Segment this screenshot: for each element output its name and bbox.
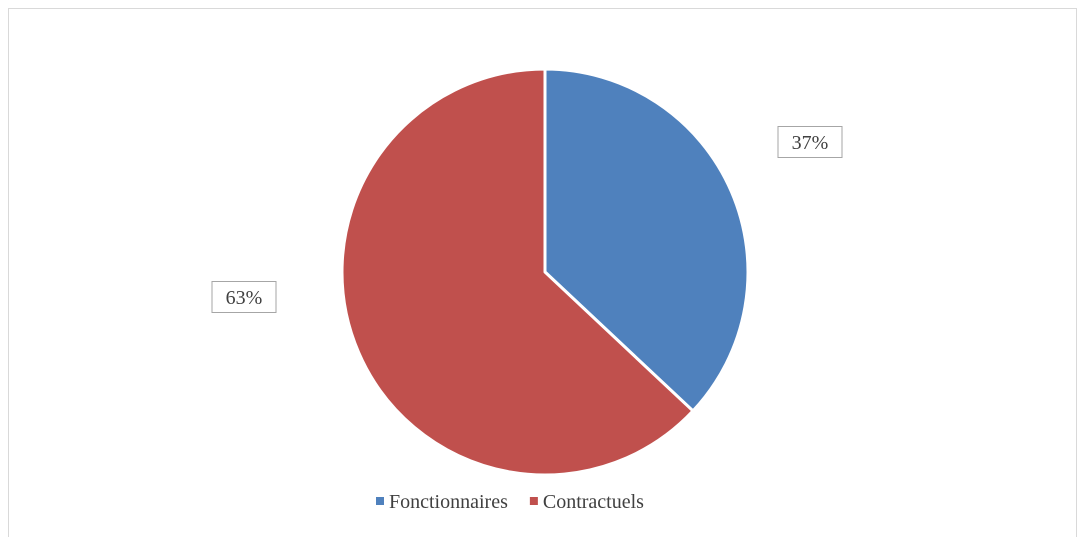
pie-slice [543,67,750,413]
legend-label: Fonctionnaires [389,491,508,513]
data-label-box [211,281,277,313]
legend-marker [529,497,538,505]
legend-label: Contractuels [543,491,644,513]
data-label: 37% [792,132,829,154]
pie-slice [340,67,695,477]
data-label: 63% [226,287,263,309]
legend-marker [376,497,384,505]
data-label-box [777,126,843,158]
